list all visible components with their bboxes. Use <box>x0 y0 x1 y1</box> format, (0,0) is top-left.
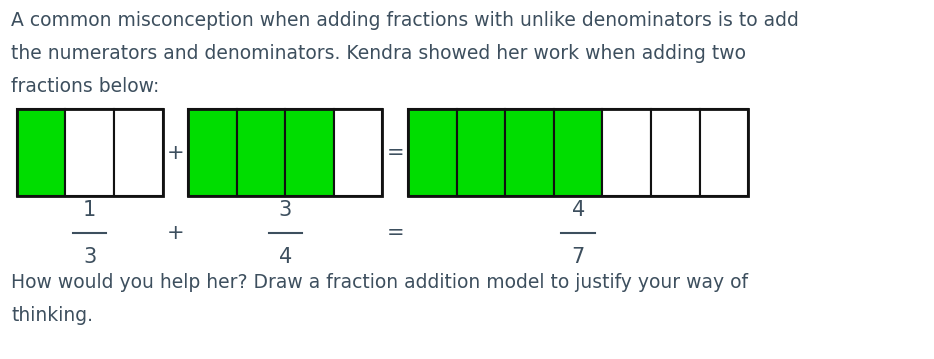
Bar <box>457 109 505 196</box>
Bar <box>334 109 383 196</box>
Bar <box>408 109 748 196</box>
Text: 3: 3 <box>83 247 96 267</box>
Bar <box>651 109 700 196</box>
Text: A common misconception when adding fractions with unlike denominators is to add: A common misconception when adding fract… <box>11 11 800 30</box>
Bar <box>114 109 163 196</box>
Text: thinking.: thinking. <box>11 306 93 325</box>
Text: 3: 3 <box>278 200 292 220</box>
Text: 1: 1 <box>83 200 96 220</box>
Text: 4: 4 <box>572 200 585 220</box>
Bar <box>189 109 383 196</box>
Text: 4: 4 <box>278 247 292 267</box>
Bar <box>189 109 237 196</box>
Bar <box>237 109 286 196</box>
Bar <box>286 109 334 196</box>
Text: How would you help her? Draw a fraction addition model to justify your way of: How would you help her? Draw a fraction … <box>11 273 748 292</box>
Bar <box>700 109 748 196</box>
Bar <box>408 109 457 196</box>
Bar <box>602 109 651 196</box>
Text: +: + <box>166 223 184 243</box>
Text: =: = <box>387 143 404 163</box>
Bar <box>17 109 163 196</box>
Text: +: + <box>166 143 184 163</box>
Bar <box>17 109 65 196</box>
Text: fractions below:: fractions below: <box>11 77 160 96</box>
Text: =: = <box>387 223 404 243</box>
Bar <box>554 109 602 196</box>
Bar <box>505 109 554 196</box>
Text: the numerators and denominators. Kendra showed her work when adding two: the numerators and denominators. Kendra … <box>11 44 746 63</box>
Text: 7: 7 <box>572 247 585 267</box>
Bar <box>65 109 114 196</box>
